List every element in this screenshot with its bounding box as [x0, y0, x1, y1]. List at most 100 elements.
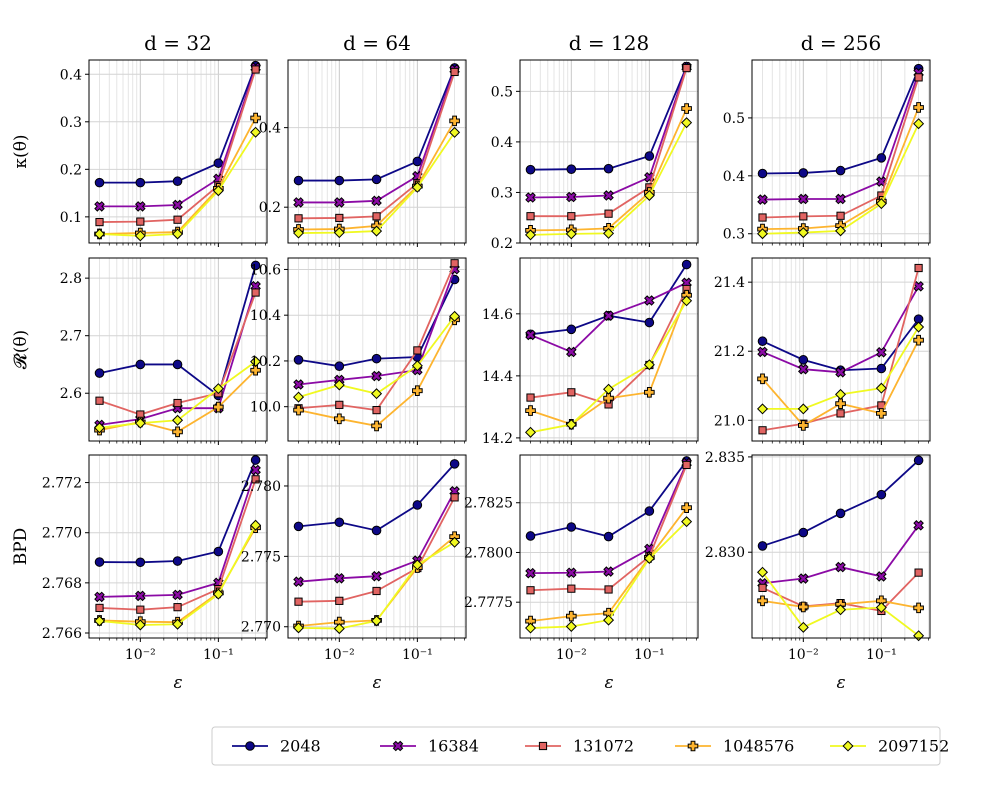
axes-frame	[287, 59, 467, 244]
data-point-131072	[413, 346, 422, 355]
data-point-131072	[372, 586, 381, 596]
data-point-1048576	[681, 103, 692, 114]
legend-marker-1048576	[687, 740, 699, 752]
data-point-16384	[835, 561, 846, 573]
x-tick-label: 10⁻¹	[203, 647, 234, 663]
data-point-2048	[644, 506, 655, 516]
data-point-2097152	[797, 227, 809, 239]
panel-r1-c2: 0.2 0.4 d = 64	[259, 31, 467, 247]
data-point-131072	[450, 67, 459, 77]
data-point-1048576	[213, 401, 224, 413]
data-point-131072	[526, 393, 535, 402]
data-point-1048576	[250, 112, 261, 124]
column-title: d = 128	[569, 31, 649, 55]
axes-frame	[88, 257, 268, 442]
data-point-131072	[173, 398, 182, 408]
data-point-16384	[293, 197, 304, 208]
data-point-2097152	[835, 388, 847, 400]
y-tick-label: 21.0	[714, 413, 745, 429]
y-axis-label: κ(θ)	[11, 134, 31, 168]
data-point-2048	[757, 168, 768, 179]
data-point-16384	[250, 464, 261, 476]
data-point-16384	[525, 567, 536, 579]
data-point-2048	[371, 353, 382, 364]
data-point-1048576	[644, 387, 655, 398]
panel-r2-c1: 2.6 2.7 2.8	[60, 257, 268, 445]
data-point-16384	[293, 379, 304, 390]
data-point-2097152	[643, 189, 655, 201]
y-tick-label: 10.4	[250, 308, 281, 324]
data-point-16384	[566, 191, 577, 203]
data-point-131072	[372, 406, 381, 415]
data-point-131072	[294, 214, 303, 223]
data-point-2097152	[681, 117, 693, 129]
panel-r3-c3: 2.7775 2.7800 2.7825 10⁻² 10⁻¹ ε	[464, 454, 699, 693]
data-point-131072	[95, 396, 104, 405]
y-tick-label: 2.7775	[464, 595, 513, 611]
data-point-2048	[835, 165, 846, 176]
data-point-2048	[135, 177, 146, 188]
data-point-16384	[603, 566, 614, 577]
axes-frame	[88, 454, 268, 639]
data-point-2097152	[134, 230, 146, 242]
data-point-16384	[566, 346, 577, 358]
data-point-2048	[644, 317, 655, 328]
panel-r1-c3: 0.2 0.3 0.4 0.5 d = 128	[491, 31, 699, 252]
legend-marker-131072	[538, 741, 548, 751]
y-tick-label: 14.6	[482, 307, 513, 323]
data-point-2097152	[134, 417, 146, 429]
data-point-1048576	[371, 420, 382, 432]
data-point-2048	[798, 527, 809, 538]
data-point-2048	[293, 354, 304, 365]
data-point-131072	[136, 217, 145, 226]
data-point-2097152	[449, 536, 461, 548]
data-point-2097152	[643, 552, 655, 564]
data-point-1048576	[835, 398, 846, 410]
data-point-1048576	[449, 115, 460, 127]
data-point-1048576	[250, 364, 261, 376]
data-point-16384	[876, 176, 887, 187]
y-tick-label: 2.835	[705, 450, 745, 466]
data-point-16384	[172, 589, 183, 601]
data-point-2097152	[875, 601, 887, 614]
data-point-16384	[94, 201, 105, 212]
x-axis-label: ε	[173, 673, 182, 693]
data-point-1048576	[603, 392, 614, 404]
y-tick-label: 2.830	[705, 545, 745, 561]
data-point-2097152	[333, 379, 345, 391]
data-point-2048	[94, 557, 105, 567]
data-point-2048	[412, 500, 423, 510]
data-point-2048	[798, 355, 809, 365]
y-tick-label: 0.5	[723, 111, 745, 127]
data-point-16384	[334, 573, 345, 584]
data-point-16384	[757, 346, 768, 358]
data-point-2097152	[797, 621, 809, 633]
data-point-2048	[334, 517, 345, 528]
data-point-2097152	[565, 620, 577, 632]
x-axis-label: ε	[372, 673, 381, 693]
x-axis-label: ε	[836, 673, 845, 693]
legend-marker-2048	[245, 741, 255, 751]
data-point-2048	[250, 455, 261, 465]
data-point-2048	[644, 151, 655, 161]
x-tick-label: 10⁻¹	[402, 647, 433, 663]
data-point-16384	[835, 193, 846, 205]
data-point-2048	[213, 158, 224, 168]
data-point-1048576	[334, 413, 345, 425]
data-point-131072	[95, 217, 104, 227]
x-tick-label: 10⁻²	[324, 647, 355, 663]
y-tick-label: 2.6	[60, 386, 82, 402]
y-tick-label: 2.7800	[464, 545, 513, 561]
data-point-131072	[136, 605, 145, 614]
axes-frame	[88, 59, 268, 244]
data-point-16384	[525, 329, 536, 341]
y-tick-label: 2.770	[241, 620, 281, 636]
data-point-2097152	[411, 559, 423, 571]
data-point-2097152	[681, 516, 693, 528]
data-point-131072	[682, 460, 691, 470]
data-point-2097152	[603, 614, 615, 626]
data-point-1048576	[525, 405, 536, 416]
panel-r3-c2: 2.770 2.775 2.780 10⁻² 10⁻¹ ε	[241, 454, 467, 693]
data-point-131072	[604, 209, 613, 218]
y-tick-label: 2.768	[42, 576, 82, 592]
